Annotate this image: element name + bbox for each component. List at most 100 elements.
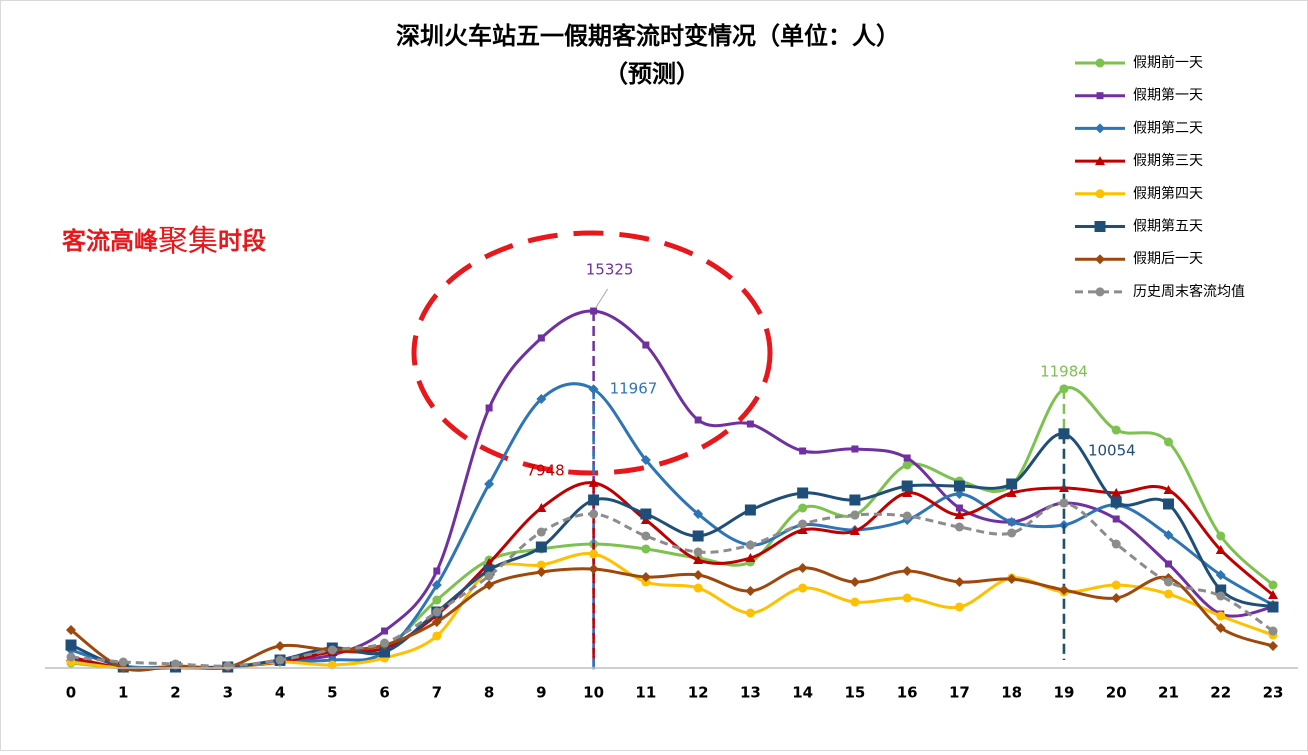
marker bbox=[1007, 528, 1017, 538]
data-label: 15325 bbox=[586, 261, 634, 279]
x-tick-label: 11 bbox=[635, 684, 656, 702]
marker bbox=[1095, 58, 1105, 68]
legend-label: 假期前一天 bbox=[1133, 54, 1203, 71]
marker bbox=[954, 510, 965, 520]
marker bbox=[954, 522, 964, 532]
marker bbox=[1216, 611, 1226, 621]
marker bbox=[1059, 498, 1069, 508]
marker bbox=[693, 555, 704, 565]
marker bbox=[432, 607, 442, 617]
marker bbox=[223, 661, 233, 671]
legend-label: 假期第四天 bbox=[1133, 185, 1203, 202]
marker bbox=[953, 480, 965, 492]
marker bbox=[1006, 487, 1017, 497]
marker bbox=[1095, 189, 1105, 199]
marker bbox=[849, 576, 860, 587]
x-tick-label: 4 bbox=[275, 684, 285, 702]
marker bbox=[1216, 531, 1226, 541]
legend-label: 假期第一天 bbox=[1133, 87, 1203, 104]
marker bbox=[798, 519, 808, 529]
marker bbox=[1112, 515, 1120, 523]
marker bbox=[536, 567, 547, 578]
marker bbox=[641, 531, 651, 541]
marker bbox=[1006, 573, 1017, 584]
x-tick-label: 6 bbox=[379, 684, 389, 702]
marker bbox=[1006, 516, 1017, 527]
marker bbox=[849, 526, 860, 536]
marker bbox=[588, 477, 599, 487]
x-tick-label: 10 bbox=[583, 684, 604, 702]
marker bbox=[1268, 589, 1278, 599]
x-tick-label: 12 bbox=[688, 684, 709, 702]
marker bbox=[589, 549, 599, 559]
x-tick-label: 22 bbox=[1210, 684, 1231, 702]
marker bbox=[1111, 593, 1122, 604]
marker bbox=[1111, 487, 1122, 497]
legend-label: 假期第三天 bbox=[1133, 152, 1203, 169]
marker bbox=[1095, 287, 1105, 297]
marker bbox=[1163, 529, 1174, 540]
marker bbox=[536, 527, 546, 537]
legend-label: 历史周末客流均值 bbox=[1133, 283, 1245, 300]
marker bbox=[431, 616, 442, 627]
marker bbox=[1215, 584, 1227, 596]
marker bbox=[641, 577, 651, 587]
marker bbox=[1094, 221, 1106, 232]
marker bbox=[537, 334, 545, 342]
marker bbox=[1096, 92, 1104, 100]
marker bbox=[745, 553, 756, 563]
marker bbox=[588, 494, 600, 506]
marker bbox=[1111, 539, 1121, 549]
legend-label: 假期后一天 bbox=[1133, 251, 1203, 267]
marker bbox=[1163, 577, 1173, 587]
x-tick-label: 3 bbox=[223, 684, 233, 702]
x-tick-label: 9 bbox=[536, 684, 546, 702]
x-tick-label: 7 bbox=[432, 684, 442, 702]
x-tick-label: 1 bbox=[118, 684, 128, 702]
marker bbox=[431, 580, 442, 591]
data-label: 10054 bbox=[1088, 441, 1136, 459]
marker bbox=[640, 571, 651, 582]
marker bbox=[694, 416, 702, 424]
marker bbox=[798, 583, 808, 593]
marker bbox=[1162, 498, 1174, 510]
marker bbox=[954, 602, 964, 612]
x-tick-label: 18 bbox=[1001, 684, 1022, 702]
marker bbox=[850, 510, 860, 520]
x-tick-label: 0 bbox=[66, 684, 76, 702]
marker bbox=[902, 460, 912, 470]
marker bbox=[1164, 560, 1172, 568]
marker bbox=[535, 541, 547, 553]
marker bbox=[484, 571, 494, 581]
marker bbox=[902, 593, 912, 603]
marker bbox=[1058, 584, 1069, 595]
x-tick-label: 2 bbox=[170, 684, 180, 702]
marker bbox=[484, 580, 495, 591]
x-tick-label: 20 bbox=[1106, 684, 1127, 702]
marker bbox=[798, 503, 808, 513]
x-tick-label: 19 bbox=[1054, 684, 1075, 702]
x-tick-label: 13 bbox=[740, 684, 761, 702]
marker bbox=[1163, 437, 1173, 447]
marker bbox=[850, 597, 860, 607]
plot-area: 11984 15325 11967 7948 10054 bbox=[65, 261, 1279, 673]
marker bbox=[797, 487, 809, 499]
x-tick-label: 16 bbox=[897, 684, 918, 702]
marker bbox=[380, 638, 390, 648]
x-tick-label: 8 bbox=[484, 684, 494, 702]
marker bbox=[744, 504, 756, 516]
marker bbox=[1215, 570, 1226, 581]
marker bbox=[692, 530, 704, 542]
marker bbox=[851, 445, 859, 453]
marker bbox=[642, 341, 650, 349]
marker bbox=[483, 564, 495, 576]
marker bbox=[433, 567, 441, 575]
x-tick-label: 21 bbox=[1158, 684, 1179, 702]
marker bbox=[1163, 589, 1173, 599]
leader-line bbox=[595, 288, 609, 309]
marker bbox=[1268, 580, 1278, 590]
marker bbox=[171, 659, 181, 669]
marker bbox=[1216, 591, 1226, 601]
